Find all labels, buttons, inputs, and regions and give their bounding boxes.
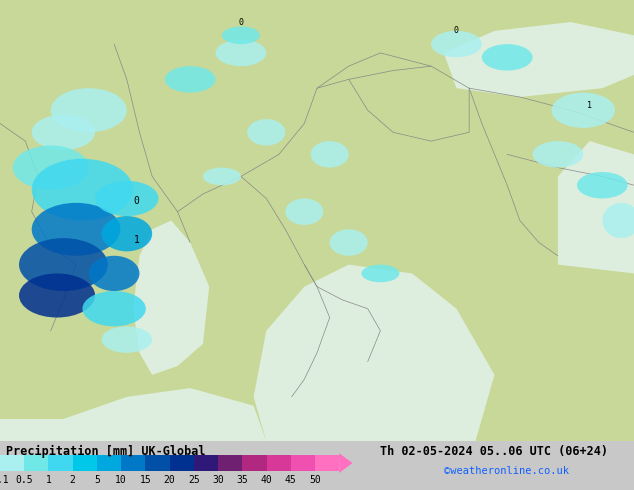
Text: 0.5: 0.5 [15, 475, 33, 485]
Polygon shape [558, 141, 634, 273]
Text: 15: 15 [139, 475, 152, 485]
Ellipse shape [311, 141, 349, 168]
Ellipse shape [247, 119, 285, 146]
Ellipse shape [101, 216, 152, 251]
Ellipse shape [165, 66, 216, 93]
Text: 1: 1 [133, 235, 139, 245]
Ellipse shape [552, 93, 615, 128]
Polygon shape [0, 455, 24, 471]
Polygon shape [339, 453, 353, 473]
Text: ©weatheronline.co.uk: ©weatheronline.co.uk [444, 466, 569, 476]
Text: 40: 40 [261, 475, 273, 485]
Text: 45: 45 [285, 475, 297, 485]
Polygon shape [97, 455, 121, 471]
Ellipse shape [203, 168, 241, 185]
Text: 10: 10 [115, 475, 127, 485]
Ellipse shape [95, 181, 158, 216]
Polygon shape [24, 455, 48, 471]
Polygon shape [242, 455, 266, 471]
Text: Th 02-05-2024 05..06 UTC (06+24): Th 02-05-2024 05..06 UTC (06+24) [380, 445, 609, 458]
Ellipse shape [101, 326, 152, 353]
Text: 0: 0 [238, 18, 243, 26]
Polygon shape [194, 455, 218, 471]
Ellipse shape [330, 229, 368, 256]
Ellipse shape [285, 198, 323, 225]
Text: 1: 1 [587, 101, 592, 110]
Ellipse shape [13, 146, 89, 190]
Ellipse shape [19, 273, 95, 318]
Ellipse shape [32, 115, 95, 150]
Ellipse shape [222, 26, 260, 44]
Ellipse shape [577, 172, 628, 198]
Ellipse shape [216, 40, 266, 66]
Text: 0: 0 [133, 196, 139, 206]
Ellipse shape [361, 265, 399, 282]
Ellipse shape [602, 203, 634, 238]
Polygon shape [0, 388, 266, 441]
Ellipse shape [533, 141, 583, 168]
Text: 20: 20 [164, 475, 176, 485]
Polygon shape [315, 455, 339, 471]
Text: 2: 2 [70, 475, 75, 485]
Ellipse shape [82, 291, 146, 326]
Text: 1: 1 [46, 475, 51, 485]
Polygon shape [254, 265, 495, 441]
Polygon shape [266, 455, 291, 471]
Polygon shape [444, 22, 634, 97]
Polygon shape [291, 455, 315, 471]
Text: 0.1: 0.1 [0, 475, 9, 485]
Text: 5: 5 [94, 475, 100, 485]
Text: 0: 0 [454, 26, 459, 35]
Polygon shape [121, 455, 145, 471]
Polygon shape [73, 455, 97, 471]
Polygon shape [170, 455, 194, 471]
Ellipse shape [19, 238, 108, 291]
Ellipse shape [51, 88, 127, 132]
Polygon shape [218, 455, 242, 471]
Ellipse shape [89, 256, 139, 291]
Ellipse shape [431, 31, 482, 57]
Text: 30: 30 [212, 475, 224, 485]
Ellipse shape [32, 159, 133, 220]
Polygon shape [145, 455, 170, 471]
Polygon shape [133, 220, 209, 375]
Text: Precipitation [mm] UK-Global: Precipitation [mm] UK-Global [6, 445, 206, 458]
Text: 35: 35 [236, 475, 248, 485]
Text: 50: 50 [309, 475, 321, 485]
Ellipse shape [482, 44, 533, 71]
Text: 25: 25 [188, 475, 200, 485]
Polygon shape [48, 455, 73, 471]
Ellipse shape [32, 203, 120, 256]
